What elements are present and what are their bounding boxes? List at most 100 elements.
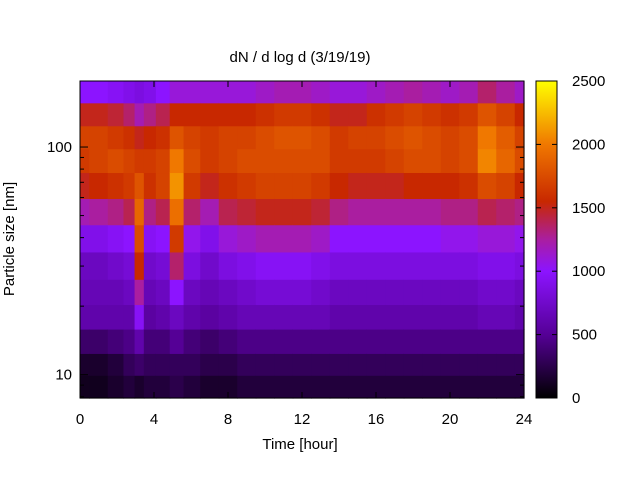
heatmap-cell xyxy=(477,172,497,200)
heatmap-cell xyxy=(403,81,423,104)
heatmap-cell xyxy=(348,279,368,306)
heatmap-cell xyxy=(218,304,238,330)
heatmap-cell xyxy=(348,81,368,104)
heatmap-cell xyxy=(80,102,90,127)
heatmap-cell xyxy=(366,375,386,399)
heatmap-cell xyxy=(107,304,125,330)
heatmap-cell xyxy=(348,251,368,280)
heatmap-cell xyxy=(514,251,525,280)
heatmap-cell xyxy=(348,172,368,200)
heatmap-cell xyxy=(255,148,275,174)
heatmap-cell xyxy=(200,148,220,174)
heatmap-cell xyxy=(514,148,525,174)
heatmap-cell xyxy=(403,279,423,306)
heatmap-cell xyxy=(134,125,145,150)
heatmap-cell xyxy=(123,329,136,354)
heatmap-cell xyxy=(385,375,405,399)
heatmap-cell xyxy=(80,329,90,354)
heatmap-cell xyxy=(514,279,525,306)
heatmap-cell xyxy=(143,198,157,226)
heatmap-cell xyxy=(143,224,157,253)
y-tick-label: 100 xyxy=(47,139,72,156)
heatmap-cell xyxy=(385,81,405,104)
heatmap-cell xyxy=(200,81,220,104)
heatmap-cell xyxy=(514,224,525,253)
heatmap-cell xyxy=(440,304,460,330)
heatmap-cell xyxy=(440,148,460,174)
heatmap-cell xyxy=(183,251,201,280)
y-tick-label: 10 xyxy=(55,367,72,384)
heatmap-cell xyxy=(143,279,157,306)
colorbar-tick-label: 1000 xyxy=(572,263,605,280)
heatmap-cell xyxy=(422,81,442,104)
heatmap-cell xyxy=(255,198,275,226)
heatmap-cell xyxy=(440,251,460,280)
heatmap-cell xyxy=(255,353,275,376)
heatmap-cell xyxy=(292,81,312,104)
heatmap-cell xyxy=(155,375,171,399)
heatmap-cell xyxy=(255,81,275,104)
heatmap-cell xyxy=(348,304,368,330)
heatmap-cell xyxy=(218,251,238,280)
heatmap-cell xyxy=(237,224,257,253)
heatmap-cell xyxy=(311,172,331,200)
heatmap-cell xyxy=(477,251,497,280)
heatmap-cell xyxy=(311,81,331,104)
heatmap-cell xyxy=(107,375,125,399)
heatmap-cell xyxy=(459,81,479,104)
heatmap-cell xyxy=(89,329,109,354)
heatmap-cell xyxy=(403,304,423,330)
heatmap-cell xyxy=(459,251,479,280)
heatmap-cell xyxy=(218,102,238,127)
heatmap-cell xyxy=(403,329,423,354)
heatmap-cell xyxy=(329,251,349,280)
heatmap-cell xyxy=(200,304,220,330)
heatmap-cell xyxy=(218,81,238,104)
heatmap-cell xyxy=(422,198,442,226)
heatmap-cell xyxy=(134,279,145,306)
heatmap-cell xyxy=(89,198,109,226)
heatmap-cell xyxy=(169,125,185,150)
heatmap-cell xyxy=(183,375,201,399)
heatmap-cell xyxy=(107,125,125,150)
heatmap-cell xyxy=(134,102,145,127)
heatmap-cell xyxy=(422,329,442,354)
heatmap-cell xyxy=(385,329,405,354)
heatmap-cell xyxy=(477,304,497,330)
heatmap-cell xyxy=(237,102,257,127)
heatmap-cell xyxy=(183,125,201,150)
heatmap-cell xyxy=(123,148,136,174)
heatmap-cell xyxy=(440,329,460,354)
heatmap-cell xyxy=(366,148,386,174)
heatmap-cell xyxy=(107,198,125,226)
heatmap-cell xyxy=(274,224,294,253)
heatmap-cell xyxy=(274,251,294,280)
heatmap-cell xyxy=(134,198,145,226)
heatmap-cell xyxy=(348,224,368,253)
heatmap-cell xyxy=(459,102,479,127)
heatmap-cell xyxy=(274,102,294,127)
heatmap-cell xyxy=(496,353,516,376)
heatmap-cell xyxy=(274,375,294,399)
heatmap-cell xyxy=(155,329,171,354)
heatmap-cell xyxy=(255,279,275,306)
heatmap-cell xyxy=(440,224,460,253)
heatmap-cell xyxy=(134,251,145,280)
heatmap-cell xyxy=(134,329,145,354)
heatmap-cell xyxy=(292,102,312,127)
heatmap-cell xyxy=(218,279,238,306)
heatmap-cell xyxy=(169,304,185,330)
heatmap-cell xyxy=(403,148,423,174)
heatmap-cell xyxy=(237,375,257,399)
heatmap-cell xyxy=(123,304,136,330)
heatmap-cell xyxy=(477,375,497,399)
heatmap-cell xyxy=(80,304,90,330)
heatmap-cell xyxy=(183,329,201,354)
heatmap-cell xyxy=(218,172,238,200)
heatmap-cell xyxy=(440,125,460,150)
x-tick-label: 0 xyxy=(76,411,84,428)
heatmap-cell xyxy=(459,353,479,376)
heatmap-cell xyxy=(366,353,386,376)
colorbar-tick-label: 2000 xyxy=(572,136,605,153)
